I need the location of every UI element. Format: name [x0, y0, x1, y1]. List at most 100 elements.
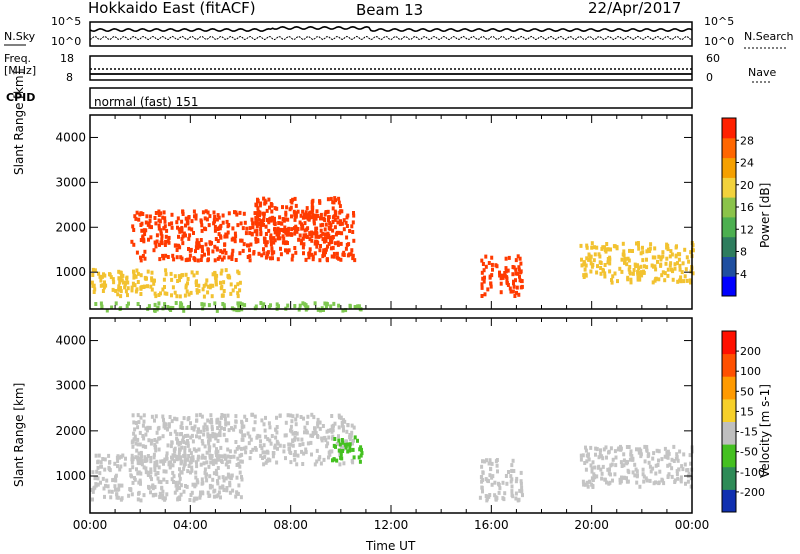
power-scatter-cell: [127, 301, 130, 306]
velocity-scatter-cell: [259, 453, 263, 458]
velocity-scatter-cell: [196, 429, 200, 434]
power-scatter-cell: [516, 271, 520, 276]
velocity-scatter-cell: [161, 459, 165, 464]
power-scatter-cell: [152, 281, 156, 286]
velocity-scatter-cell: [346, 423, 350, 427]
velocity-scatter-cell: [497, 490, 501, 495]
velocity-scatter-cell: [238, 464, 242, 469]
velocity-scatter-cell: [275, 439, 279, 444]
velocity-scatter-cell: [666, 455, 670, 460]
power-scatter-cell: [209, 283, 213, 288]
power-scatter-cell: [114, 289, 118, 293]
velocity-scatter-cell: [218, 429, 222, 434]
velocity-scatter-cell: [316, 421, 320, 426]
velocity-scatter-cell: [657, 449, 661, 454]
power-scatter-cell: [321, 254, 325, 259]
velocity-scatter-cell: [344, 445, 348, 450]
power-scatter-cell: [285, 227, 289, 232]
velocity-scatter-cell: [607, 471, 611, 476]
power-scatter-cell: [342, 227, 346, 232]
power-scatter-cell: [623, 260, 626, 265]
velocity-scatter-cell: [226, 472, 230, 477]
velocity-scatter-cell: [641, 467, 645, 472]
power-scatter-cell: [587, 257, 591, 262]
velocity-scatter-cell: [222, 478, 226, 483]
power-scatter-cell: [254, 216, 258, 221]
velocity-scatter-cell: [224, 462, 228, 467]
power-scatter-cell: [181, 209, 185, 214]
power-scatter-cell: [186, 277, 190, 281]
velocity-scatter-cell: [183, 458, 187, 463]
velocity-scatter-cell: [310, 452, 313, 457]
power-scatter-cell: [304, 210, 308, 215]
velocity-scatter-cell: [589, 463, 593, 468]
power-scatter-cell: [603, 248, 607, 252]
power-scatter-cell: [329, 196, 333, 201]
power-scatter-cell: [161, 253, 165, 258]
velocity-scatter-cell: [211, 432, 215, 436]
velocity-scatter-cell: [240, 459, 244, 464]
velocity-scatter-cell: [689, 461, 693, 466]
velocity-scatter-cell: [359, 445, 363, 450]
power-colorbar-tick-label-2: 20: [740, 179, 754, 192]
power-scatter-cell: [269, 218, 273, 223]
velocity-scatter-cell: [183, 446, 187, 450]
velocity-scatter-cell: [627, 470, 631, 475]
velocity-scatter-cell: [481, 489, 484, 494]
velocity-scatter-cell: [346, 449, 350, 454]
velocity-scatter-cell: [173, 429, 177, 434]
velocity-scatter-cell: [178, 467, 181, 472]
power-scatter-cell: [654, 277, 658, 282]
velocity-scatter-cell: [342, 418, 345, 423]
power-scatter-cell: [583, 267, 587, 272]
velocity-colorbar-frame: [721, 330, 737, 513]
power-scatter-cell: [139, 292, 143, 296]
velocity-scatter-cell: [153, 442, 157, 447]
power-scatter-cell: [139, 286, 143, 291]
velocity-scatter-cell: [230, 426, 233, 431]
power-scatter-cell: [310, 202, 314, 207]
power-scatter-cell: [480, 294, 484, 298]
velocity-scatter-cell: [99, 464, 103, 469]
velocity-scatter-cell: [217, 475, 221, 480]
power-scatter-cell: [138, 212, 142, 217]
power-colorbar-tick-label-6: 4: [740, 268, 747, 281]
power-scatter-cell: [312, 219, 316, 224]
power-scatter-cell: [340, 221, 344, 226]
power-scatter-cell: [227, 255, 231, 260]
power-scatter-cell: [116, 292, 120, 297]
velocity-scatter-cell: [312, 415, 316, 420]
velocity-scatter-cell: [585, 453, 589, 458]
power-scatter-cell: [123, 282, 127, 287]
power-scatter-cell: [223, 234, 227, 239]
velocity-scatter-cell: [207, 435, 211, 440]
power-scatter-cell: [666, 267, 670, 272]
power-scatter-cell: [623, 256, 627, 261]
power-scatter-cell: [206, 248, 210, 252]
velocity-scatter-cell: [487, 461, 491, 466]
power-scatter-cell: [490, 262, 494, 267]
velocity-scatter-cell: [321, 424, 325, 428]
power-scatter-cell: [339, 241, 343, 246]
power-scatter-cell: [259, 219, 263, 224]
velocity-scatter-cell: [225, 460, 229, 465]
power-scatter-cell: [682, 279, 686, 284]
power-scatter-cell: [163, 216, 167, 221]
power-scatter-cell: [328, 236, 332, 241]
velocity-scatter-cell: [593, 465, 597, 470]
power-scatter-cell: [262, 236, 266, 241]
velocity-scatter-cell: [233, 424, 237, 429]
power-scatter-cell: [250, 231, 254, 236]
velocity-scatter-cell: [237, 461, 241, 466]
velocity-scatter-cell: [225, 486, 229, 490]
power-scatter-cell: [178, 245, 182, 250]
velocity-scatter-cell: [275, 460, 279, 465]
velocity-scatter-cell: [217, 454, 221, 459]
velocity-scatter-cell: [170, 440, 174, 445]
velocity-scatter-cell: [597, 455, 601, 460]
power-scatter-cell: [166, 305, 170, 309]
power-scatter-cell: [194, 249, 197, 254]
power-scatter-cell: [162, 210, 166, 215]
velocity-scatter-cell: [481, 470, 485, 475]
velocity-scatter-cell: [344, 439, 348, 444]
